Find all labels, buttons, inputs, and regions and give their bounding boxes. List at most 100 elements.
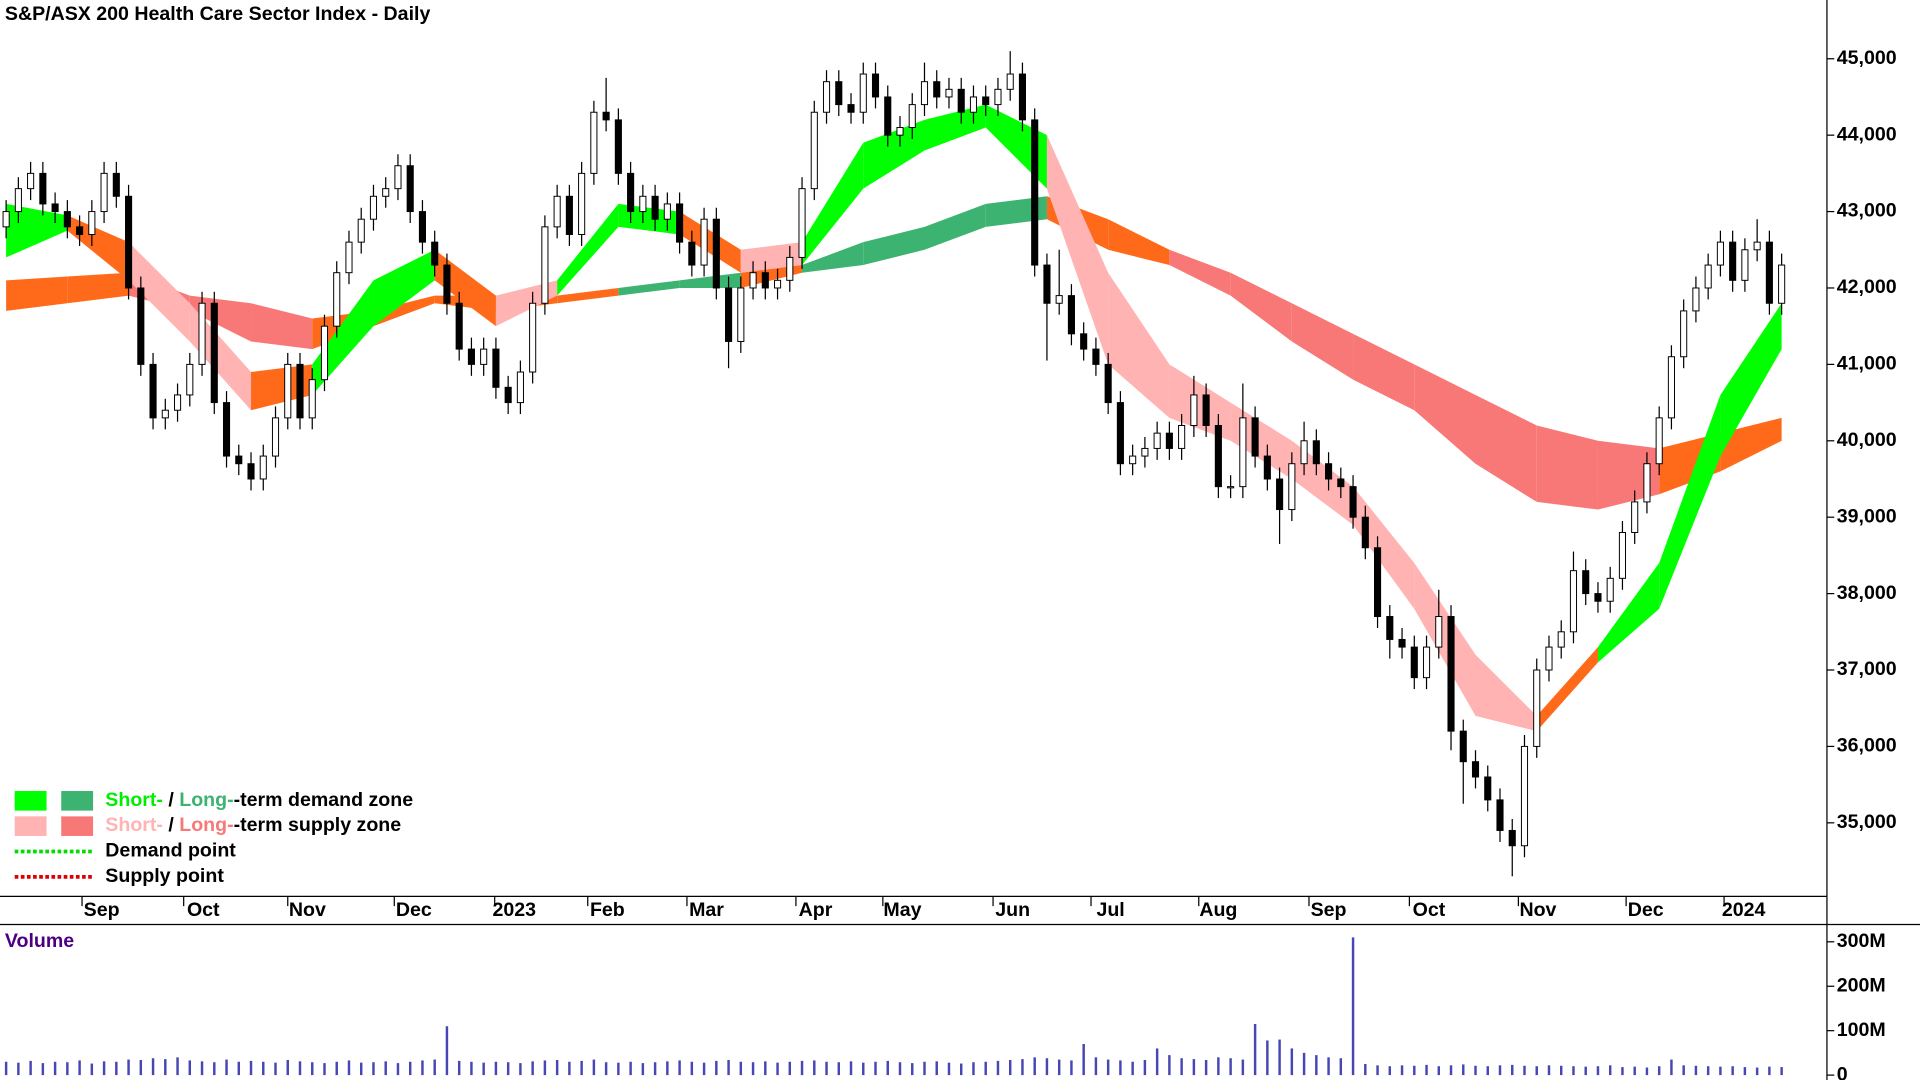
volume-bar bbox=[960, 1063, 963, 1076]
candle-body bbox=[1300, 440, 1308, 465]
candle-body bbox=[1594, 593, 1602, 602]
volume-bar bbox=[1192, 1059, 1196, 1076]
candle-body bbox=[553, 195, 561, 228]
volume-bar bbox=[984, 1061, 987, 1076]
legend-text: Long- bbox=[179, 814, 233, 836]
candle-body bbox=[1288, 463, 1296, 511]
legend-label: Short- / Long--term supply zone bbox=[105, 814, 401, 836]
candle-body bbox=[1129, 455, 1137, 465]
volume-bar bbox=[935, 1061, 938, 1076]
candle-body bbox=[1753, 241, 1761, 251]
volume-bar bbox=[408, 1061, 412, 1076]
y-tick-label: 41,000 bbox=[1837, 353, 1897, 375]
candle-body bbox=[247, 463, 255, 480]
volume-bar bbox=[1253, 1024, 1257, 1076]
volume-bar bbox=[1560, 1065, 1563, 1076]
zone-segment bbox=[1230, 272, 1292, 342]
candle-body bbox=[1202, 394, 1210, 426]
volume-bar bbox=[78, 1060, 81, 1076]
volume-bar bbox=[1302, 1052, 1306, 1076]
candle-body bbox=[1422, 646, 1431, 679]
candle-body bbox=[1582, 570, 1590, 595]
volume-bar bbox=[751, 1062, 755, 1076]
x-tick-label: Oct bbox=[1413, 899, 1446, 921]
zone-segment bbox=[863, 119, 925, 189]
x-tick-label: Jun bbox=[995, 899, 1030, 921]
candle-body bbox=[39, 172, 47, 205]
x-tick-label: Dec bbox=[1628, 899, 1664, 921]
candle-body bbox=[761, 272, 769, 289]
candle-body bbox=[63, 211, 71, 228]
zone-segment bbox=[1291, 303, 1354, 380]
candle-body bbox=[357, 218, 365, 243]
volume-bar bbox=[825, 1061, 828, 1076]
candle-body bbox=[688, 241, 696, 266]
candle-body bbox=[76, 226, 84, 235]
volume-bar bbox=[666, 1061, 669, 1076]
candle-body bbox=[1778, 264, 1786, 304]
x-tick-label: 2023 bbox=[493, 899, 537, 921]
volume-bar bbox=[862, 1062, 865, 1076]
x-tick-label: Oct bbox=[187, 899, 220, 921]
candle-body bbox=[1508, 829, 1516, 847]
candle-body bbox=[431, 241, 439, 266]
zone-segment bbox=[1720, 417, 1782, 472]
candle-body bbox=[1569, 570, 1578, 633]
candle-body bbox=[455, 302, 463, 350]
x-tick-label: Nov bbox=[289, 899, 326, 921]
volume-bar bbox=[727, 1059, 730, 1076]
chart-title: S&P/ASX 200 Health Care Sector Index - D… bbox=[5, 3, 431, 25]
volume-bar bbox=[604, 1062, 608, 1076]
candle-body bbox=[774, 279, 782, 289]
candle-body bbox=[492, 348, 500, 388]
zone-segment bbox=[1169, 249, 1231, 296]
zone-segment bbox=[1536, 425, 1598, 510]
volume-bar bbox=[1241, 1059, 1245, 1076]
volume-bar bbox=[1462, 1064, 1465, 1076]
candle-body bbox=[1141, 447, 1149, 457]
x-tick-label: Aug bbox=[1199, 899, 1237, 921]
volume-bar bbox=[1645, 1067, 1649, 1076]
zone-segment bbox=[679, 211, 741, 273]
volume-bar bbox=[1143, 1059, 1147, 1076]
volume-bar bbox=[1008, 1059, 1012, 1076]
volume-bar bbox=[1315, 1055, 1318, 1076]
candle-body bbox=[1680, 310, 1688, 358]
volume-bar bbox=[1474, 1065, 1477, 1076]
volume-bar bbox=[702, 1062, 706, 1076]
candle-body bbox=[210, 302, 218, 404]
volume-bar bbox=[139, 1059, 143, 1076]
candle-body bbox=[2, 211, 10, 228]
volume-bar bbox=[1388, 1066, 1392, 1076]
volume-bar bbox=[1547, 1065, 1551, 1076]
candle-body bbox=[651, 195, 659, 220]
zone-segment bbox=[1536, 647, 1598, 732]
y-tick-label: 44,000 bbox=[1837, 123, 1897, 145]
candle-body bbox=[737, 287, 745, 342]
volume-bar bbox=[617, 1062, 620, 1076]
zone-segment bbox=[802, 142, 864, 266]
volume-bar bbox=[1180, 1058, 1183, 1076]
marks bbox=[2, 51, 1786, 877]
volume-bar bbox=[1657, 1066, 1661, 1076]
zone-segment bbox=[802, 242, 864, 273]
volume-bar bbox=[1204, 1059, 1208, 1076]
zone-segment bbox=[373, 249, 435, 327]
x-tick-label: Nov bbox=[1519, 899, 1556, 921]
volume-bar bbox=[1131, 1061, 1134, 1076]
volume-bar bbox=[1596, 1066, 1600, 1076]
volume-bar bbox=[29, 1060, 32, 1076]
volume-tick-label: 300M bbox=[1837, 930, 1886, 952]
volume-bar bbox=[1498, 1065, 1502, 1076]
zone-segment bbox=[1720, 303, 1782, 457]
candle-body bbox=[222, 402, 231, 457]
candle-body bbox=[1080, 333, 1088, 350]
volume-bar bbox=[1155, 1048, 1159, 1076]
legend-label: Demand point bbox=[105, 840, 236, 862]
volume-bar bbox=[1119, 1060, 1122, 1076]
volume-bar bbox=[200, 1061, 204, 1076]
candle-body bbox=[541, 226, 549, 304]
candle-body bbox=[161, 409, 169, 419]
